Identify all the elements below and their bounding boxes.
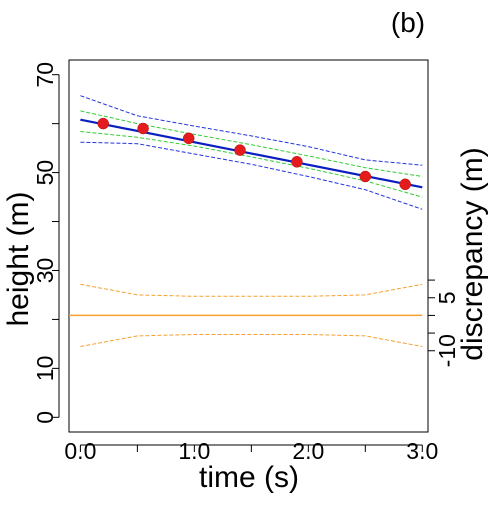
y-tick-label: 70 bbox=[32, 62, 58, 88]
observation-point bbox=[182, 132, 195, 145]
x-tick-label: 0.0 bbox=[64, 438, 96, 464]
series-fit-upper-inner bbox=[80, 110, 423, 177]
y2-axis: -10 5 bbox=[427, 279, 460, 367]
observation-point bbox=[399, 178, 411, 191]
observation-point bbox=[137, 122, 149, 135]
panel-label: (b) bbox=[391, 7, 425, 38]
confidence-bands bbox=[80, 95, 423, 347]
y2-axis-title: discrepancy (m) bbox=[456, 147, 489, 360]
observation-point bbox=[291, 156, 303, 168]
y-tick-label: 30 bbox=[32, 258, 58, 284]
plot-frame bbox=[68, 59, 429, 433]
x-axis-title: time (s) bbox=[199, 461, 299, 494]
y-tick-label: 50 bbox=[32, 160, 58, 186]
series-discrepancy-upper bbox=[80, 283, 423, 297]
series-discrepancy-lower bbox=[80, 334, 423, 347]
y-tick-label: 0 bbox=[32, 411, 58, 424]
observation-point bbox=[234, 144, 246, 156]
x-tick-label: 1.0 bbox=[178, 438, 210, 464]
series-fit-upper-outer bbox=[80, 95, 423, 166]
series-fit-lower-inner bbox=[80, 131, 423, 198]
x-axis: 0.0 1.0 2.0 3.0 bbox=[64, 438, 438, 464]
observation-points bbox=[97, 117, 411, 191]
y-axis: 0 10 30 50 70 bbox=[32, 62, 60, 424]
y-tick-label: 10 bbox=[32, 356, 58, 382]
observation-point bbox=[359, 170, 372, 183]
series-fit-lower-outer bbox=[80, 141, 423, 210]
y2-tick-label: 5 bbox=[434, 291, 460, 304]
x-tick-label: 3.0 bbox=[406, 438, 438, 464]
y-axis-title: height (m) bbox=[2, 191, 35, 326]
x-tick-label: 2.0 bbox=[292, 438, 324, 464]
series-fit bbox=[80, 118, 423, 189]
observation-point bbox=[97, 117, 109, 130]
y2-tick-label: -10 bbox=[434, 334, 460, 367]
